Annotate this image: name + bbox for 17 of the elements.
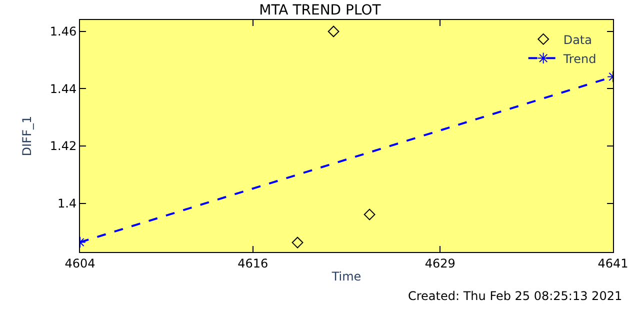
y-tick-label: 1.44 <box>50 82 77 96</box>
x-tick-label: 4641 <box>598 256 628 270</box>
y-tick-label: 1.4 <box>58 196 77 211</box>
y-axis-title: DIFF_1 <box>20 116 34 156</box>
x-tick-label: 4604 <box>64 256 96 270</box>
y-tick-label: 1.42 <box>50 139 77 154</box>
chart-title: MTA TREND PLOT <box>259 2 382 19</box>
legend-label: Data <box>563 32 592 47</box>
point <box>292 236 304 248</box>
x-axis-title: Time <box>330 269 362 284</box>
y-tick-label: 1.46 <box>50 24 77 39</box>
text: Created: Thu Feb 25 08:25:13 2021 <box>408 289 622 303</box>
point <box>364 208 376 220</box>
legend-label: Trend <box>562 52 596 66</box>
x-tick-label: 4616 <box>238 256 268 270</box>
x-tick-label: 4629 <box>424 256 456 270</box>
point <box>328 26 340 38</box>
